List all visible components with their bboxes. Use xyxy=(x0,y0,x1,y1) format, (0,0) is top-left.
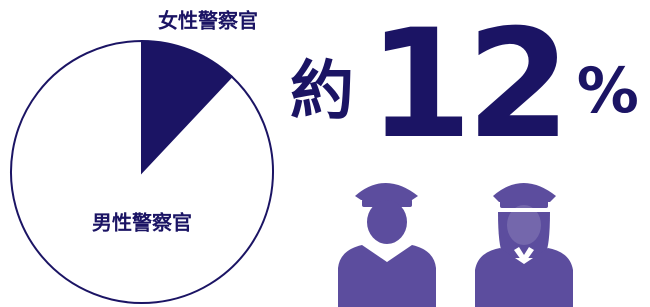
male-officer-icon xyxy=(338,183,436,307)
value-affix: 約 xyxy=(290,55,354,129)
pie xyxy=(11,41,273,303)
value-number: 12 xyxy=(368,0,565,172)
value-affix: % xyxy=(577,54,639,127)
pie-slice xyxy=(11,41,273,303)
value-label: 約12% xyxy=(290,0,639,172)
category-label: 女性警察官 xyxy=(158,9,258,33)
category-label: 男性警察官 xyxy=(92,211,192,235)
infographic: 女性警察官 男性警察官 約12% xyxy=(0,0,650,307)
face xyxy=(507,205,541,245)
